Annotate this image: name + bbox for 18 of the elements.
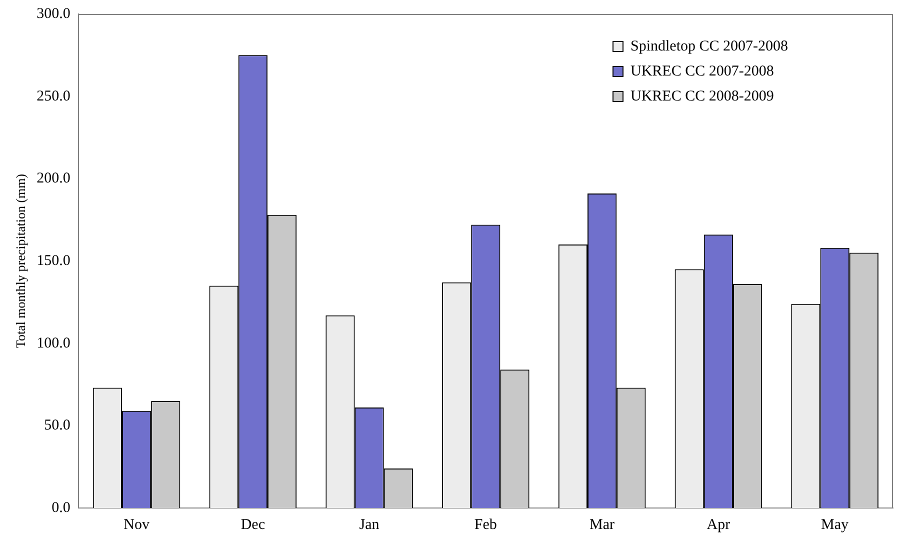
y-tick-label: 300.0 xyxy=(36,6,70,22)
x-tick-label: Apr xyxy=(706,516,730,533)
x-tick-label: Mar xyxy=(590,516,615,533)
y-axis-title: Total monthly precipitation (mm) xyxy=(13,174,28,348)
legend-label: UKREC CC 2008-2009 xyxy=(630,88,774,104)
y-tick-label: 150.0 xyxy=(36,252,70,269)
x-tick-label: Feb xyxy=(474,516,497,533)
x-tick-label: Nov xyxy=(124,516,150,533)
x-tick-label: May xyxy=(821,516,850,533)
y-tick-label: 100.0 xyxy=(36,335,70,352)
y-tick-label: 50.0 xyxy=(44,418,70,434)
legend-label: UKREC CC 2007-2008 xyxy=(630,63,774,80)
y-tick-label: 0.0 xyxy=(52,500,70,516)
x-tick-label: Dec xyxy=(240,516,266,533)
y-tick-label: 200.0 xyxy=(36,170,70,187)
x-tick-label: Jan xyxy=(359,516,380,533)
legend-label: Spindletop CC 2007-2008 xyxy=(630,38,788,54)
y-tick-label: 250.0 xyxy=(36,88,70,104)
